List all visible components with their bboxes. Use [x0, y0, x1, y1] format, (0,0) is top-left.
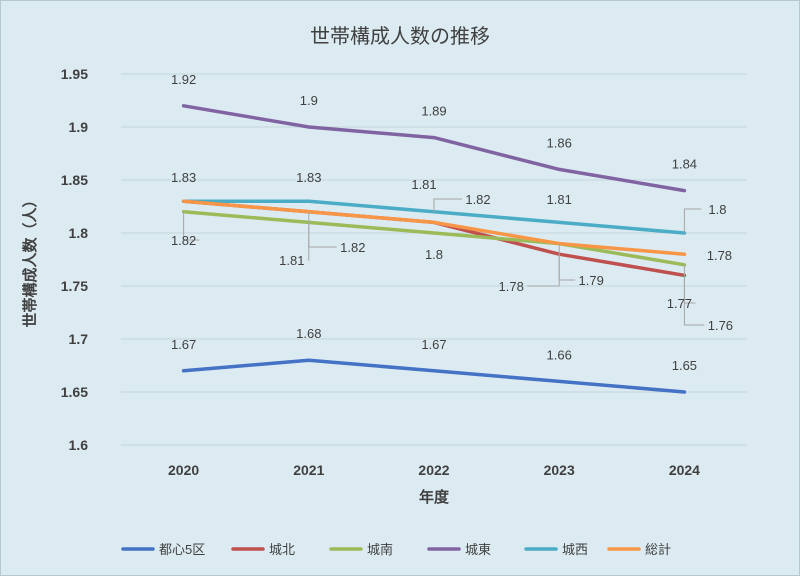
- x-axis-title: 年度: [419, 488, 450, 506]
- data-label: 1.77: [667, 296, 692, 311]
- data-label: 1.82: [465, 192, 490, 207]
- data-label: 1.89: [421, 104, 446, 119]
- data-label: 1.8: [425, 247, 443, 262]
- series-line-0: [181, 358, 687, 394]
- x-tick-label: 2021: [293, 462, 324, 478]
- x-axis-ticks: 2020 2021 2022 2023 2024: [168, 462, 700, 478]
- y-tick-label: 1.95: [61, 66, 88, 82]
- data-label: 1.9: [300, 93, 318, 108]
- data-label: 1.67: [171, 337, 196, 352]
- leader-line: [308, 211, 337, 248]
- data-label: 1.83: [296, 170, 321, 185]
- x-tick-label: 2020: [168, 462, 199, 478]
- data-label: 1.67: [421, 337, 446, 352]
- y-tick-label: 1.6: [69, 437, 89, 453]
- data-label: 1.78: [499, 279, 524, 294]
- y-tick-label: 1.75: [61, 278, 88, 294]
- data-label: 1.86: [547, 135, 572, 150]
- legend-label: 城南: [367, 542, 393, 557]
- leader-line: [307, 222, 310, 261]
- x-tick-label: 2023: [544, 462, 575, 478]
- y-axis-ticks: 1.6 1.65 1.7 1.75 1.8 1.85 1.9 1.95: [61, 66, 88, 453]
- y-axis-title: 世帯構成人数（人）: [21, 192, 39, 327]
- data-label: 1.83: [171, 170, 196, 185]
- data-label: 1.78: [707, 248, 732, 263]
- data-label: 1.81: [547, 192, 572, 207]
- data-label-leaders: [183, 198, 705, 326]
- series-line-2: [181, 210, 687, 267]
- x-tick-label: 2024: [669, 462, 700, 478]
- series-line-5: [181, 199, 687, 256]
- data-label: 1.76: [708, 318, 733, 333]
- legend: 都心5区 城北 城南 城東 城西 総計: [121, 542, 671, 557]
- y-tick-label: 1.7: [69, 331, 89, 347]
- chart-title: 世帯構成人数の推移: [310, 25, 490, 48]
- series-line-3: [181, 104, 687, 193]
- x-tick-label: 2022: [418, 462, 449, 478]
- data-label: 1.82: [340, 240, 365, 255]
- y-tick-label: 1.9: [69, 119, 89, 135]
- y-tick-label: 1.85: [61, 172, 88, 188]
- leader-line: [527, 254, 560, 287]
- data-label: 1.84: [672, 157, 697, 172]
- data-label: 1.68: [296, 326, 321, 341]
- y-tick-label: 1.65: [61, 384, 88, 400]
- leader-line: [183, 211, 200, 241]
- y-tick-label: 1.8: [69, 225, 89, 241]
- data-label: 1.82: [171, 233, 196, 248]
- data-label: 1.66: [547, 347, 572, 362]
- data-label: 1.81: [279, 253, 304, 268]
- data-label: 1.79: [579, 273, 604, 288]
- legend-label: 城西: [562, 542, 588, 557]
- leader-line: [433, 198, 462, 212]
- data-label: 1.8: [708, 202, 726, 217]
- legend-label: 総計: [645, 542, 671, 557]
- leader-line: [558, 243, 576, 281]
- legend-label: 都心5区: [159, 542, 205, 557]
- data-labels: 1.67 1.68 1.67 1.66 1.65 1.83 1.82 1.81 1.78 1.76…: [171, 72, 733, 373]
- data-label: 1.81: [411, 177, 436, 192]
- legend-label: 城北: [269, 542, 295, 557]
- leader-line: [683, 208, 702, 233]
- legend-label: 城東: [465, 542, 491, 557]
- leader-line: [683, 264, 696, 304]
- data-label: 1.65: [672, 358, 697, 373]
- data-label: 1.92: [171, 72, 196, 87]
